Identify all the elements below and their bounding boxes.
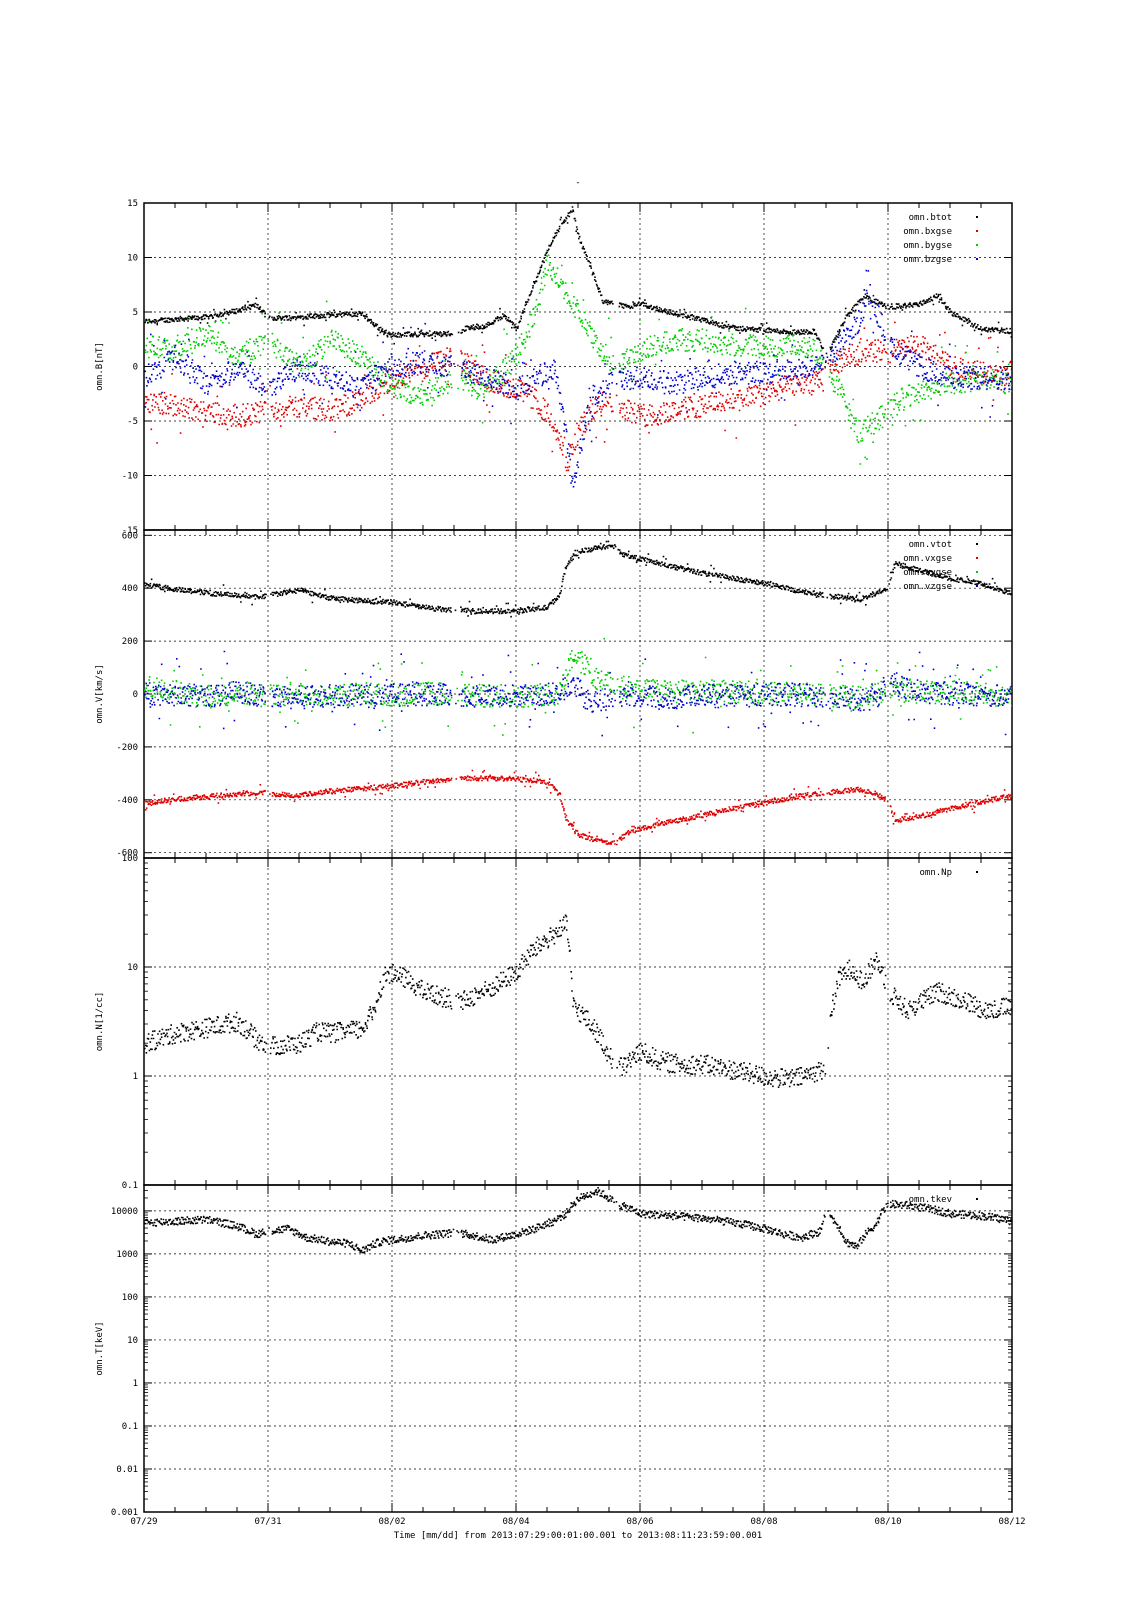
data-points xyxy=(144,1187,1012,1254)
y-tick-label: 0.001 xyxy=(111,1508,138,1518)
y-tick-label: 100 xyxy=(122,854,138,864)
x-tick-label: 08/02 xyxy=(378,1517,405,1527)
x-tick-label: 07/29 xyxy=(130,1517,157,1527)
y-tick-label: 0 xyxy=(133,363,138,373)
y-tick-label: 10 xyxy=(127,963,138,973)
series-omn-tkev xyxy=(144,1187,1012,1254)
legend-marker xyxy=(976,543,978,545)
panels: 151050-5-10-15omn.B[nT]omn.btotomn.bxgse… xyxy=(95,199,1013,1518)
series-omn-vygse xyxy=(144,637,1012,736)
legend-marker xyxy=(976,571,978,573)
y-tick-label: -5 xyxy=(127,417,138,427)
legend-entry: omn.tkev xyxy=(909,1195,952,1205)
legend-marker xyxy=(976,557,978,559)
y-tick-label: 100 xyxy=(122,1293,138,1303)
legend-entry: omn.vygse xyxy=(903,568,952,578)
y-tick-label: 200 xyxy=(122,637,138,647)
legend-marker xyxy=(976,216,978,218)
y-tick-label: 10000 xyxy=(111,1207,138,1217)
y-tick-label: 400 xyxy=(122,584,138,594)
series-points xyxy=(144,321,1012,472)
x-tick-label: 08/06 xyxy=(626,1517,653,1527)
series-omn-bxgse xyxy=(144,321,1012,472)
y-tick-label: 0.1 xyxy=(122,1181,138,1191)
legend-marker xyxy=(976,230,978,232)
legend-entry: omn.vzgse xyxy=(903,582,952,592)
y-tick-label: 5 xyxy=(133,308,138,318)
y-tick-label: 0 xyxy=(133,690,138,700)
panel-panel-t: 10000 1000 100 10 1 0.1 0.01 0.001 omn.T[keV] omn… xyxy=(95,1184,1013,1518)
data-points xyxy=(144,206,1012,488)
x-axis-ticks: 07/29 07/31 08/02 08/04 08/06 08/08 08/10 08/12 xyxy=(130,1517,1025,1527)
y-axis-label: omn.V[km/s] xyxy=(95,664,105,724)
legend-marker xyxy=(976,1198,978,1200)
legend-entry: omn.vxgse xyxy=(903,554,952,564)
y-tick-label: -200 xyxy=(116,743,138,753)
y-tick-label: 10 xyxy=(127,1336,138,1346)
legend-entry: omn.bxgse xyxy=(903,227,952,237)
y-axis-label: omn.N[1/cc] xyxy=(95,992,105,1052)
y-tick-label: 1 xyxy=(133,1379,138,1389)
chart-title: - xyxy=(575,178,580,188)
legend-entry: omn.btot xyxy=(909,213,952,223)
legend-marker xyxy=(976,258,978,260)
x-tick-label: 08/12 xyxy=(998,1517,1025,1527)
data-points xyxy=(144,540,1012,846)
y-tick-label: 10 xyxy=(127,254,138,264)
series-points xyxy=(144,540,1012,618)
y-tick-label: -10 xyxy=(122,472,138,482)
y-axis-label: omn.T[keV] xyxy=(95,1321,105,1375)
y-tick-label: 1 xyxy=(133,1072,138,1082)
x-tick-label: 08/04 xyxy=(502,1517,529,1527)
series-omn-vtot xyxy=(144,540,1012,618)
legend-entry: omn.bzgse xyxy=(903,255,952,265)
y-tick-label: 600 xyxy=(122,531,138,541)
y-tick-label: 15 xyxy=(127,199,138,209)
y-axis-label: omn.B[nT] xyxy=(95,342,105,391)
x-tick-label: 08/08 xyxy=(750,1517,777,1527)
series-omn-vxgse xyxy=(144,769,1012,846)
series-points xyxy=(144,769,1012,846)
x-tick-label: 07/31 xyxy=(254,1517,281,1527)
x-axis-label: Time [mm/dd] from 2013:07:29:00:01:00.00… xyxy=(394,1531,762,1541)
legend-entry: omn.bygse xyxy=(903,241,952,251)
y-tick-label: 0.1 xyxy=(122,1422,138,1432)
y-tick-label: 1000 xyxy=(116,1250,138,1260)
y-tick-label: -400 xyxy=(116,796,138,806)
legend-marker xyxy=(976,585,978,587)
y-tick-label: 0.01 xyxy=(116,1465,138,1475)
x-tick-label: 08/10 xyxy=(874,1517,901,1527)
y-tick-label: -15 xyxy=(122,526,138,536)
legend-entry: omn.vtot xyxy=(909,540,952,550)
legend-marker xyxy=(976,871,978,873)
legend-entry: omn.Np xyxy=(919,868,952,878)
legend-marker xyxy=(976,244,978,246)
series-points xyxy=(144,1187,1012,1254)
series-points xyxy=(144,637,1012,736)
y-tick-label: -600 xyxy=(116,849,138,859)
